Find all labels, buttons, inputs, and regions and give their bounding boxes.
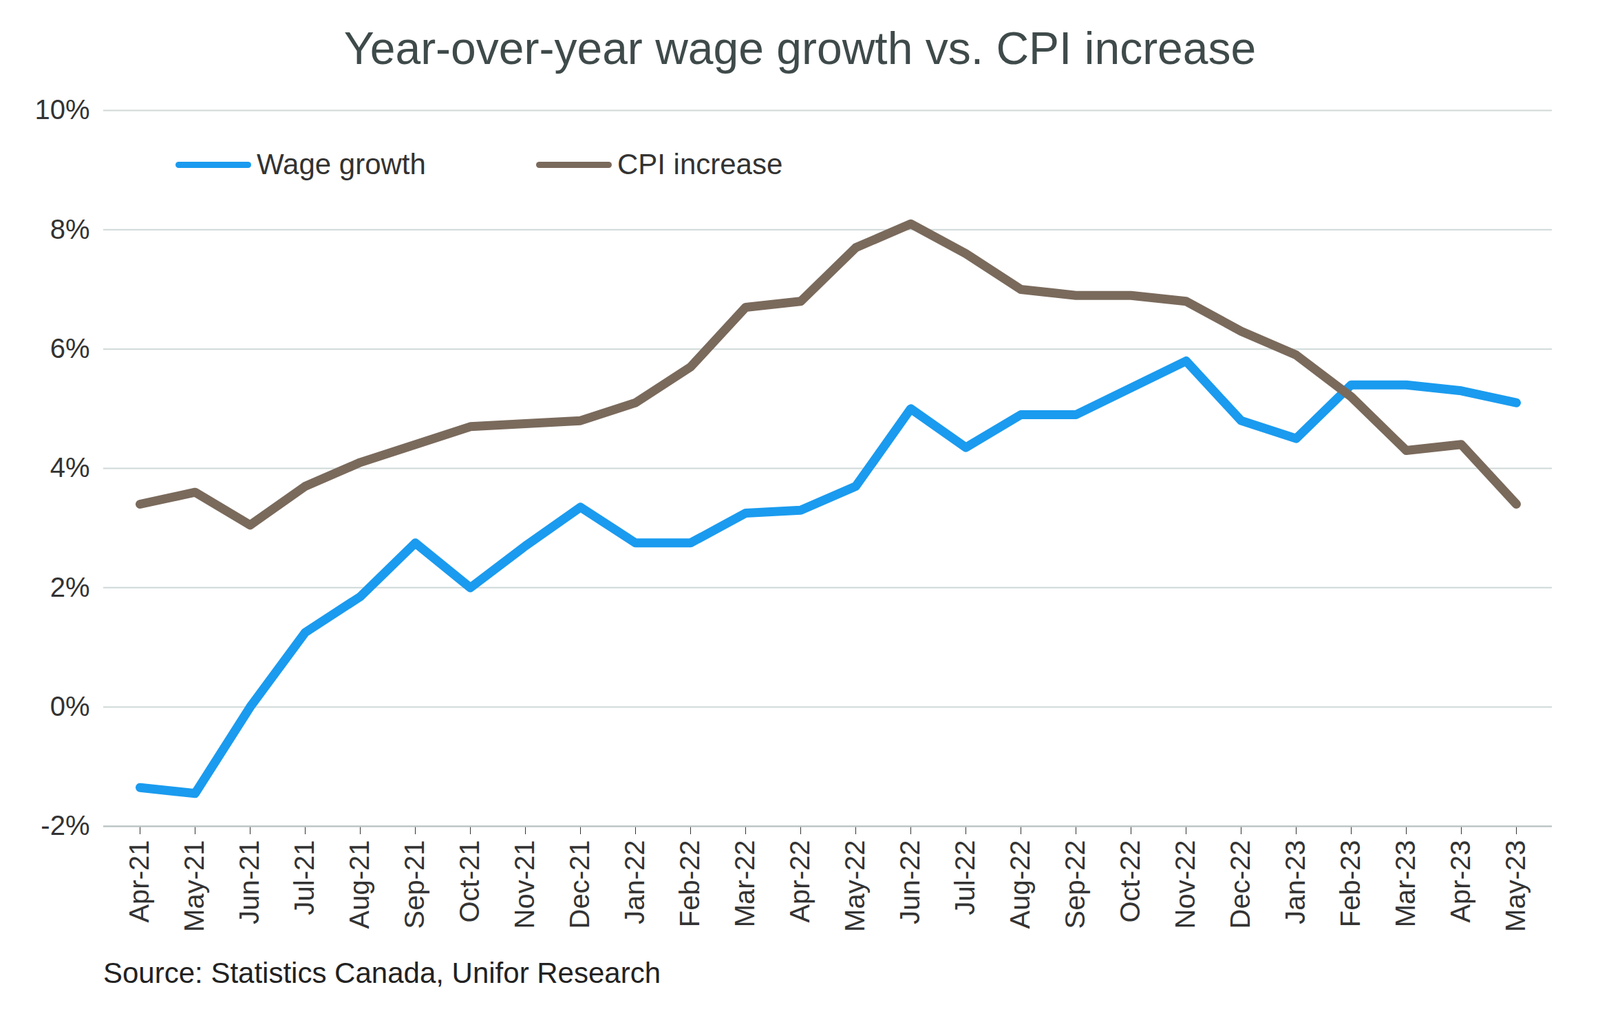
svg-text:Aug-22: Aug-22 (1004, 840, 1036, 930)
svg-text:2%: 2% (50, 571, 91, 603)
html-text:Year-over-year wage growth vs.: Year-over-year wage growth vs. CPI incre… (343, 22, 1257, 74)
svg-text:6%: 6% (50, 333, 91, 364)
svg-text:8%: 8% (50, 214, 91, 245)
svg-text:Sep-22: Sep-22 (1059, 840, 1091, 930)
svg-text:0%: 0% (50, 690, 91, 722)
svg-text:Sep-21: Sep-21 (399, 840, 430, 930)
svg-text:4%: 4% (50, 452, 91, 483)
svg-text:Dec-21: Dec-21 (564, 840, 595, 930)
svg-text:May-21: May-21 (178, 840, 210, 932)
svg-text:Nov-21: Nov-21 (509, 840, 540, 930)
svg-text:Apr-23: Apr-23 (1445, 840, 1476, 923)
svg-text:Oct-22: Oct-22 (1114, 840, 1146, 923)
svg-text:Jul-21: Jul-21 (289, 840, 320, 916)
svg-text:Feb-23: Feb-23 (1335, 840, 1366, 928)
svg-text:Jul-22: Jul-22 (949, 840, 980, 916)
svg-text:Jan-23: Jan-23 (1280, 840, 1311, 925)
svg-text:Jan-22: Jan-22 (619, 840, 650, 925)
html-text:Wage growth: Wage growth (256, 147, 426, 181)
svg-text:Apr-21: Apr-21 (123, 840, 155, 923)
svg-text:Feb-22: Feb-22 (674, 840, 705, 928)
svg-text:Oct-21: Oct-21 (454, 840, 485, 923)
svg-text:May-22: May-22 (839, 840, 870, 932)
svg-text:Mar-22: Mar-22 (729, 840, 760, 928)
svg-text:Jun-21: Jun-21 (233, 840, 265, 925)
svg-text:Apr-22: Apr-22 (784, 840, 815, 923)
svg-text:10%: 10% (34, 94, 90, 125)
svg-text:Mar-23: Mar-23 (1390, 840, 1421, 928)
svg-text:Dec-22: Dec-22 (1224, 840, 1256, 930)
html-text:Source: Statistics Canada, Uni: Source: Statistics Canada, Unifor Resear… (103, 956, 661, 989)
html-text:CPI increase: CPI increase (617, 147, 783, 181)
svg-text:Jun-22: Jun-22 (894, 840, 925, 925)
svg-text:Nov-22: Nov-22 (1169, 840, 1201, 930)
svg-text:-2%: -2% (40, 809, 90, 841)
svg-text:May-23: May-23 (1500, 840, 1531, 932)
svg-text:Aug-21: Aug-21 (344, 840, 375, 930)
